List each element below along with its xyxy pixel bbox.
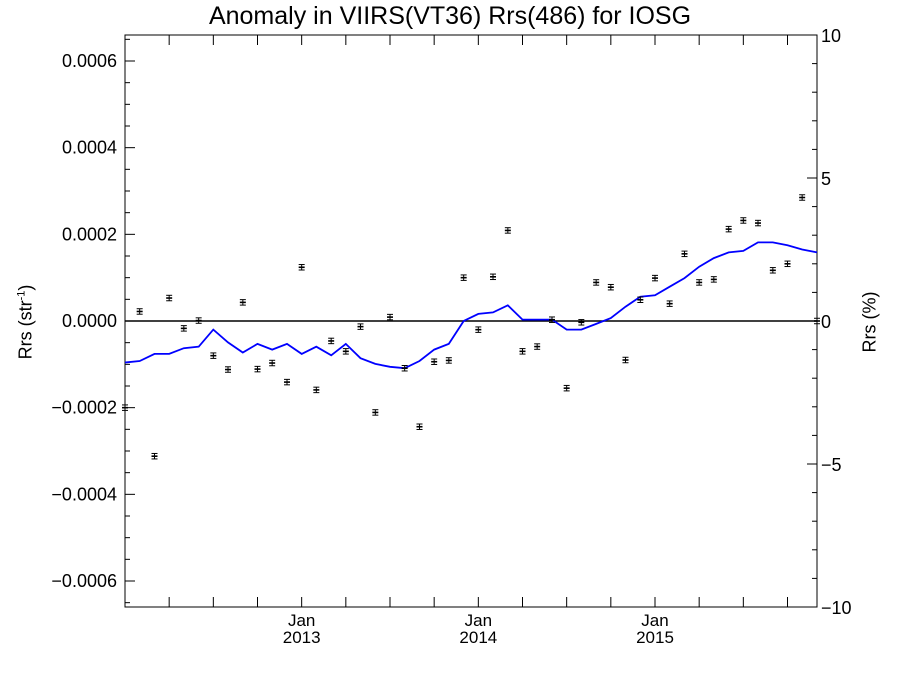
data-point xyxy=(740,217,747,224)
data-point xyxy=(313,386,320,394)
x-tick-month-label: Jan xyxy=(641,611,668,630)
data-point xyxy=(180,325,187,332)
x-tick-year-label: 2013 xyxy=(283,628,321,647)
data-point xyxy=(166,294,173,302)
data-point xyxy=(799,194,806,201)
left-tick-label: 0.0000 xyxy=(62,311,117,331)
data-point xyxy=(725,225,732,233)
data-point xyxy=(754,219,761,227)
chart-title: Anomaly in VIIRS(VT36) Rrs(486) for IOSG xyxy=(208,2,692,30)
data-point xyxy=(489,273,496,281)
data-point xyxy=(284,378,291,386)
left-axis-label-close: ) xyxy=(15,284,36,291)
data-point xyxy=(342,348,349,355)
data-point xyxy=(151,452,158,460)
data-point xyxy=(416,423,423,430)
left-tick-label: 0.0006 xyxy=(62,51,117,71)
data-point xyxy=(504,227,511,234)
data-point xyxy=(769,267,776,274)
data-point xyxy=(254,365,261,373)
data-point xyxy=(710,276,717,283)
left-axis-label-sup: -1 xyxy=(15,290,28,301)
right-tick-label: −5 xyxy=(821,455,842,475)
x-tick-year-label: 2015 xyxy=(636,628,674,647)
percent-anomaly-line xyxy=(124,241,818,370)
data-point xyxy=(814,317,820,325)
data-point xyxy=(224,366,231,373)
x-tick-month-label: Jan xyxy=(465,611,492,630)
data-point xyxy=(593,279,600,286)
left-tick-label: −0.0004 xyxy=(51,484,117,504)
data-point xyxy=(475,326,482,333)
data-point xyxy=(445,357,452,364)
data-point xyxy=(136,308,143,315)
left-tick-label: 0.0002 xyxy=(62,224,117,244)
data-point xyxy=(651,274,658,282)
data-point xyxy=(784,260,791,268)
right-tick-label: 10 xyxy=(821,26,841,46)
data-point xyxy=(666,300,673,307)
data-point xyxy=(328,337,335,345)
data-point xyxy=(122,404,128,411)
right-y-axis: 10 5 0 −5 −10 xyxy=(807,26,852,618)
left-tick-label: −0.0006 xyxy=(51,571,117,591)
data-point xyxy=(607,283,614,291)
data-point xyxy=(519,348,526,355)
data-point xyxy=(460,274,467,281)
right-tick-label: 5 xyxy=(821,169,831,189)
data-point xyxy=(298,264,305,271)
data-point xyxy=(210,352,217,359)
right-axis-label: Rrs (%) xyxy=(859,291,880,353)
data-point xyxy=(681,250,688,258)
data-point xyxy=(195,317,202,324)
left-y-axis: 0.0006 0.0004 0.0002 0.0000 −0.0002 −0.0004 −0… xyxy=(51,38,135,604)
data-point xyxy=(534,343,541,350)
data-point xyxy=(696,279,703,286)
data-point xyxy=(357,323,364,330)
data-point xyxy=(269,359,276,367)
right-tick-label: −10 xyxy=(821,598,852,618)
x-tick-year-label: 2014 xyxy=(459,628,497,647)
data-point xyxy=(401,365,408,372)
data-point xyxy=(549,316,556,323)
right-tick-label: 0 xyxy=(821,312,831,332)
data-point xyxy=(372,409,379,416)
data-point xyxy=(578,319,585,326)
left-axis-label: Rrs (str-1) xyxy=(16,285,37,360)
data-point xyxy=(563,384,570,392)
data-point xyxy=(622,356,629,364)
x-tick-month-label: Jan xyxy=(288,611,315,630)
anomaly-points xyxy=(122,194,820,460)
data-point xyxy=(386,313,393,321)
left-tick-label: 0.0004 xyxy=(62,138,117,158)
left-axis-label-text: Rrs (str xyxy=(15,300,36,360)
data-point xyxy=(239,299,246,306)
data-point xyxy=(431,358,438,365)
data-point xyxy=(637,296,644,303)
left-tick-label: −0.0002 xyxy=(51,398,117,418)
